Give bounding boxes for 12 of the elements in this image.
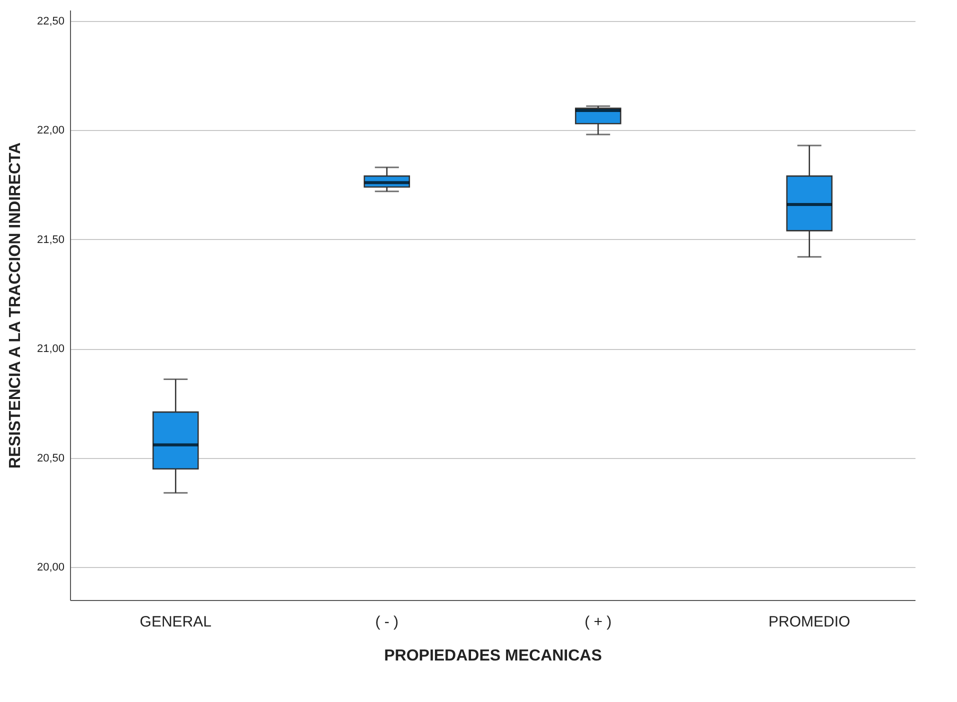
x-tick-label: ( + ) [584,614,612,630]
y-tick-label: 20,00 [36,562,64,574]
y-tick-label: 21,50 [36,234,64,246]
x-tick-label: PROMEDIO [768,614,850,630]
y-tick-label: 22,50 [36,15,64,28]
y-tick-label: 22,00 [36,124,64,137]
x-tick-label: ( - ) [375,614,399,630]
y-tick-label: 21,00 [36,343,64,356]
x-tick-label: GENERAL [140,614,212,630]
y-axis-title: RESISTENCIA A LA TRACCION INDIRECTA [6,142,24,469]
y-tick-label: 20,50 [36,452,64,464]
x-axis-title: PROPIEDADES MECANICAS [384,648,602,664]
